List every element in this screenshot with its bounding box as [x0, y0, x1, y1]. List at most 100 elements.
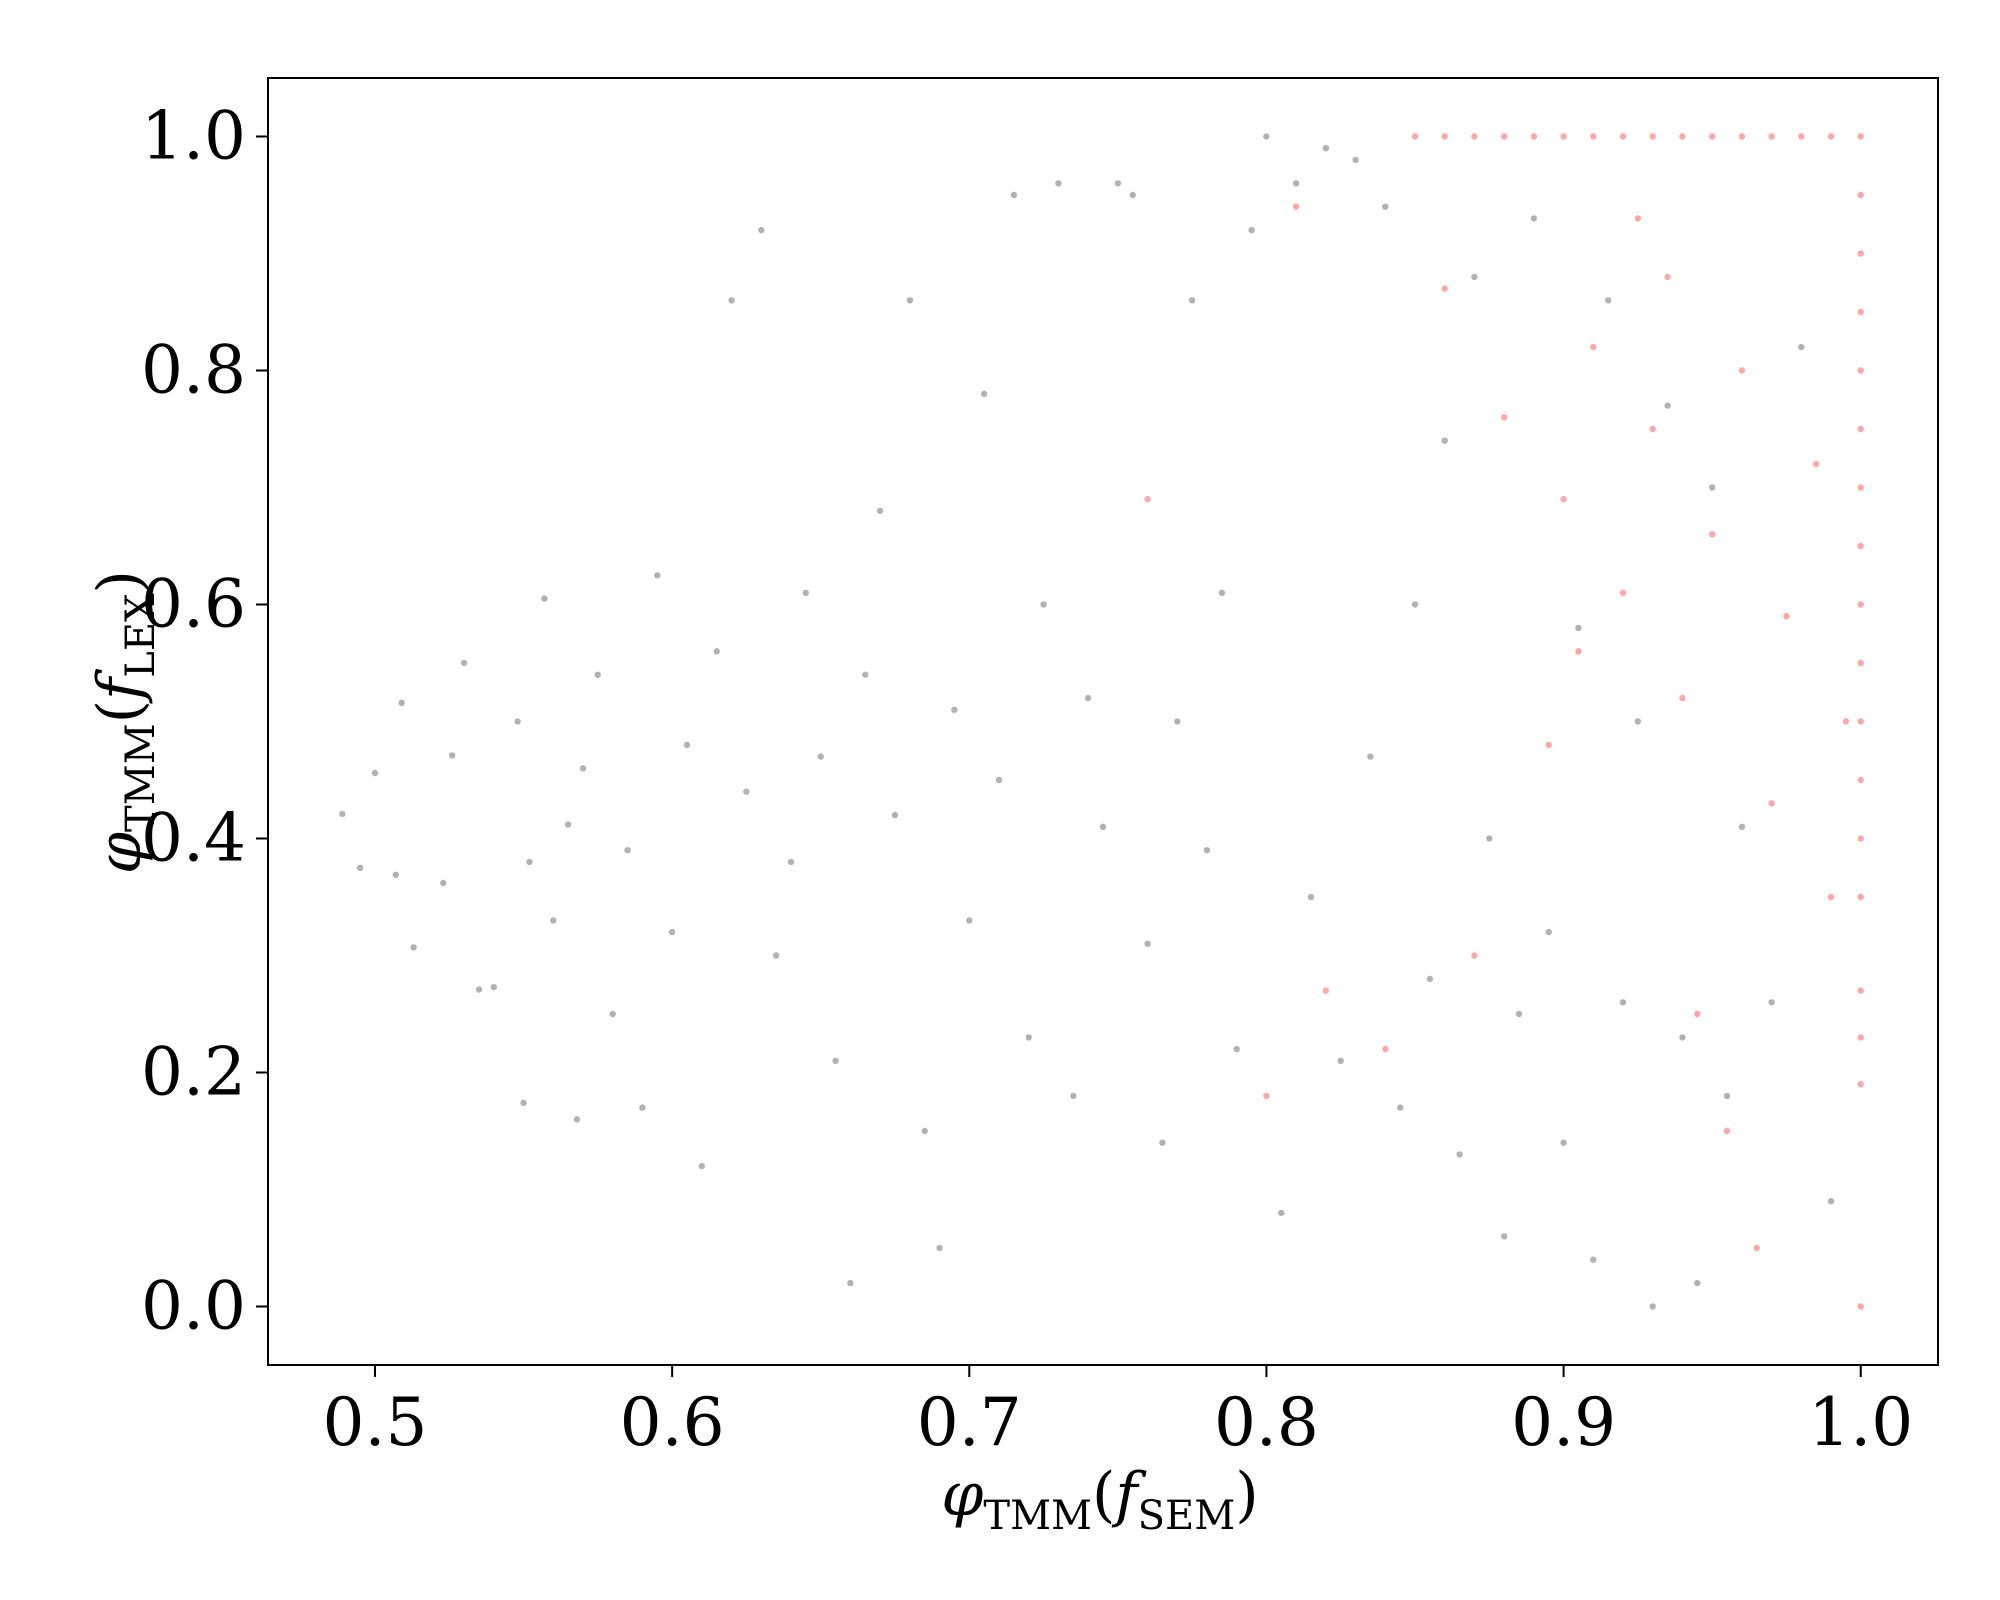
data-point [1174, 718, 1181, 725]
data-point [1664, 273, 1671, 281]
x-tick-label: 0.8 [1214, 1384, 1319, 1461]
y-tick-label: 1.0 [141, 98, 246, 175]
data-point [1768, 133, 1775, 140]
data-point [1382, 203, 1389, 210]
data-point [1605, 297, 1612, 304]
data-point [1159, 1139, 1166, 1146]
data-point [1694, 1010, 1701, 1018]
data-point [1857, 133, 1864, 140]
y-axis-label: φTMM(fLEX) [85, 570, 164, 874]
data-point [1709, 531, 1716, 538]
data-point [579, 765, 587, 772]
data-point [1397, 1104, 1404, 1111]
y-tick-label: 0.0 [141, 1268, 246, 1345]
data-point [1709, 133, 1716, 140]
data-point [1634, 718, 1642, 725]
data-point [1070, 1092, 1077, 1100]
data-point [1545, 741, 1552, 749]
data-point [1813, 460, 1820, 468]
data-point [392, 871, 399, 878]
data-point [1233, 1045, 1240, 1053]
data-point [906, 297, 914, 304]
x-axis-ticks: 0.5 0.6 0.7 0.8 0.9 1.0 [322, 1365, 1913, 1461]
data-point [1857, 718, 1864, 725]
data-point [862, 671, 869, 678]
points-layer [339, 133, 1864, 1310]
data-point [1099, 823, 1107, 830]
data-point [1441, 437, 1448, 444]
x-axis-label-subscript: TMM [983, 1493, 1092, 1539]
data-point [1411, 601, 1419, 608]
data-point [1664, 402, 1671, 409]
data-point [1857, 776, 1864, 784]
data-point [683, 741, 691, 749]
data-point [410, 944, 417, 951]
series-1 [1144, 133, 1864, 1310]
data-point [339, 810, 346, 818]
data-point [1337, 1057, 1344, 1065]
data-point [1619, 133, 1627, 140]
data-point [1560, 496, 1567, 503]
data-point [995, 776, 1003, 784]
data-point [1545, 928, 1552, 936]
data-point [1367, 753, 1374, 760]
data-point [1040, 601, 1047, 608]
data-point [520, 1099, 527, 1107]
data-point [1634, 215, 1642, 222]
data-point [728, 297, 735, 304]
data-point [1486, 835, 1493, 842]
data-point [1798, 133, 1805, 140]
data-point [1857, 1081, 1864, 1088]
data-point [1560, 133, 1567, 140]
data-point [1129, 191, 1136, 199]
data-point [1278, 1209, 1285, 1217]
data-point [1530, 133, 1538, 140]
data-point [1738, 133, 1746, 140]
data-point [1738, 367, 1746, 374]
data-point [1426, 975, 1434, 983]
data-point [1144, 940, 1151, 947]
data-point [698, 1162, 705, 1170]
data-point [564, 821, 572, 828]
data-point [1560, 1139, 1567, 1146]
x-tick-label: 0.7 [917, 1384, 1022, 1461]
data-point [802, 589, 809, 596]
data-point [1471, 133, 1478, 140]
data-point [1144, 496, 1151, 503]
data-point [1723, 1127, 1731, 1135]
data-point [550, 917, 557, 924]
data-point [1619, 589, 1627, 596]
data-point [1827, 893, 1835, 901]
data-point [1218, 589, 1226, 596]
data-point [1679, 133, 1686, 140]
plot-frame [267, 77, 1939, 1366]
data-point [609, 1010, 616, 1018]
data-point [1857, 659, 1864, 667]
data-point [743, 788, 750, 795]
data-point [526, 858, 533, 866]
data-point [356, 864, 364, 871]
data-point [1411, 133, 1419, 140]
data-point [1694, 1279, 1701, 1287]
data-point [1441, 285, 1448, 292]
y-axis-ticks: 0.0 0.2 0.4 0.6 0.8 1.0 [141, 98, 268, 1345]
y-axis-label-var-subscript: LEX [118, 593, 164, 678]
data-point [1857, 542, 1864, 550]
data-point [1248, 226, 1255, 234]
y-axis-label-subscript: TMM [118, 723, 164, 832]
data-point [449, 752, 456, 759]
data-point [1307, 893, 1315, 901]
data-point [1322, 145, 1330, 152]
data-point [639, 1104, 646, 1111]
data-point [1575, 648, 1582, 655]
series-0 [339, 133, 1835, 1310]
data-point [1322, 987, 1330, 994]
data-point [1723, 1092, 1731, 1100]
data-point [573, 1116, 581, 1123]
data-point [1857, 835, 1864, 842]
data-point [654, 572, 661, 579]
x-axis-label-open: ( [1092, 1460, 1115, 1530]
data-point [1188, 297, 1196, 304]
data-point [1501, 1233, 1508, 1240]
data-point [1084, 694, 1092, 702]
